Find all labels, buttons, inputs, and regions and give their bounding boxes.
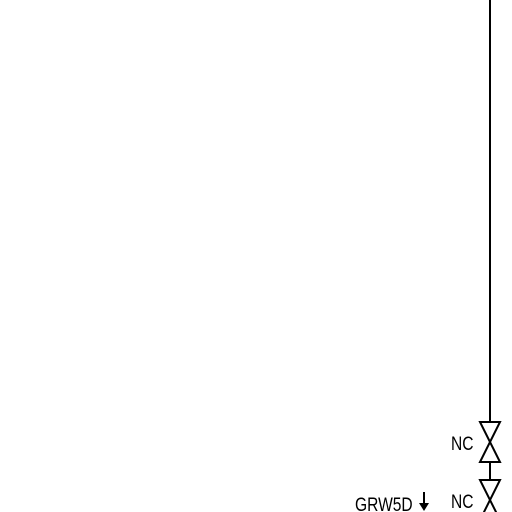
gate-valve-icon xyxy=(478,479,502,512)
drain-tag-label: GRW5D xyxy=(355,494,413,512)
valve-lower-state-label: NC xyxy=(451,491,473,512)
valve-lower[interactable]: NC xyxy=(451,479,502,512)
down-arrow-icon xyxy=(419,492,429,511)
valve-upper-state-label: NC xyxy=(451,433,473,455)
valve-upper[interactable]: NC xyxy=(451,421,502,463)
gate-valve-icon xyxy=(478,421,502,463)
drain-tag[interactable]: GRW5D xyxy=(355,492,429,512)
